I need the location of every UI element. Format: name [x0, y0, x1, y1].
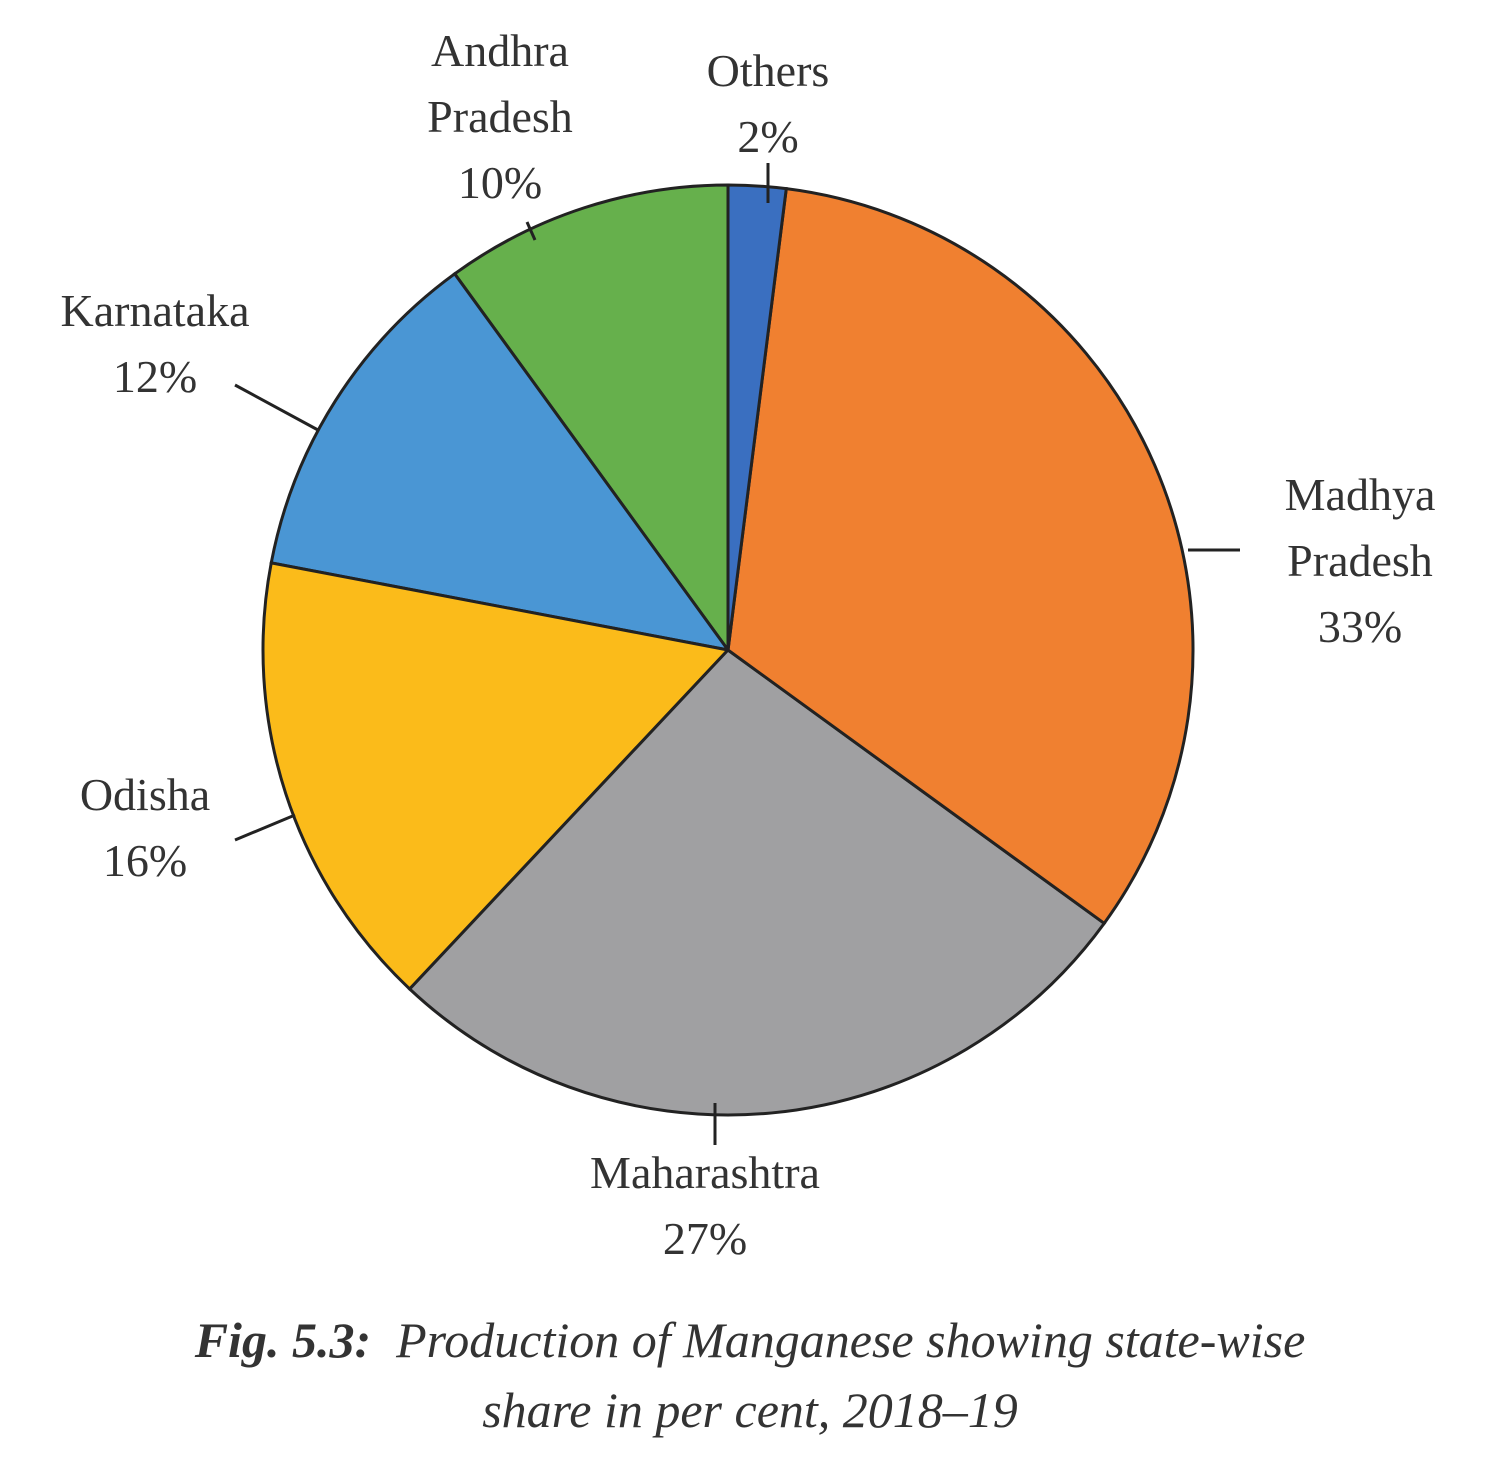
slice-label: Odisha 16% [15, 762, 275, 894]
value-label: 2% [737, 111, 799, 162]
caption-label: Fig. 5.3: [194, 1312, 372, 1368]
slice-label: Madhya Pradesh 33% [1230, 462, 1490, 660]
leader-line [525, 221, 537, 241]
slice-label: Maharashtra 27% [505, 1140, 905, 1272]
chart-title: Production of Manganese showing state-wi… [396, 1312, 1306, 1438]
category-label: Maharashtra [590, 1147, 820, 1198]
value-label: 33% [1317, 601, 1403, 652]
value-label: 16% [102, 835, 188, 886]
pie-slice [261, 561, 731, 992]
category-label: Madhya Pradesh [1284, 469, 1436, 586]
category-label: Odisha [79, 769, 211, 820]
pie-slice [269, 271, 732, 653]
pie-slice [452, 183, 730, 655]
leader-line [234, 813, 296, 842]
category-label: Karnataka [60, 285, 250, 336]
leader-lines [234, 163, 1240, 1145]
leader-line [234, 383, 319, 432]
category-label: Others [706, 45, 830, 96]
slice-label: Karnataka 12% [5, 278, 305, 410]
slice-label: Others 2% [648, 38, 888, 170]
pie-slice [726, 186, 1195, 926]
slice-label: Andhra Pradesh 10% [385, 18, 615, 216]
pie-slice [726, 183, 788, 651]
pie-slice [407, 648, 1107, 1117]
caption: Fig. 5.3: Production of Manganese showin… [0, 1305, 1500, 1445]
value-label: 12% [112, 351, 198, 402]
value-label: 27% [662, 1213, 748, 1264]
category-label: Andhra Pradesh [427, 25, 573, 142]
value-label: 10% [457, 157, 543, 208]
